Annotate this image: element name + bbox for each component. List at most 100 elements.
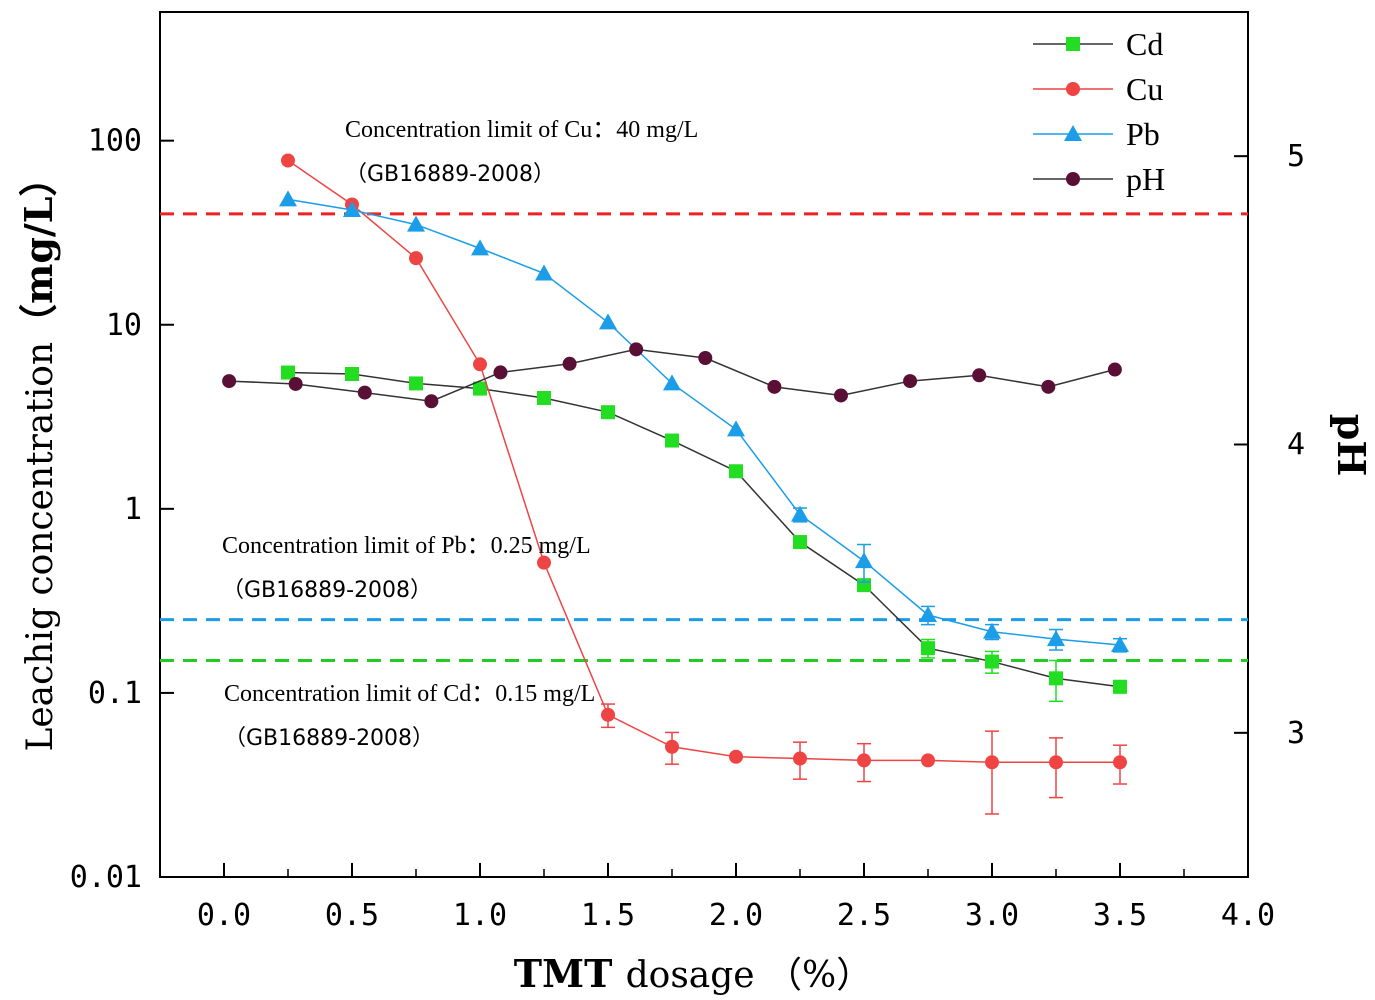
x-axis-title-unit: dosage （%） xyxy=(626,955,873,996)
data-point-cu xyxy=(985,755,999,770)
data-point-pb xyxy=(535,264,553,281)
data-point-ph xyxy=(562,356,577,371)
y-left-tick-label: 100 xyxy=(88,124,142,159)
y-right-tick-label: 3 xyxy=(1287,716,1305,751)
legend-label-cd: Cd xyxy=(1126,26,1163,62)
data-point-ph xyxy=(1041,379,1056,394)
data-point-ph xyxy=(698,351,713,365)
y-axis-right: 3 4 5 pH xyxy=(1234,139,1374,751)
data-point-cd xyxy=(1049,671,1063,686)
data-point-cd xyxy=(985,654,999,669)
data-point-cd xyxy=(473,381,487,396)
data-point-ph xyxy=(493,365,508,380)
data-point-cd xyxy=(601,405,615,420)
legend-marker-ph xyxy=(1066,172,1080,186)
data-point-cd xyxy=(793,535,807,550)
data-point-ph xyxy=(767,379,782,394)
series-pb xyxy=(279,190,1129,653)
y-left-tick-label: 1 xyxy=(124,492,142,527)
annotation-pb-standard: （GB16889-2008） xyxy=(222,578,432,603)
data-point-ph xyxy=(629,342,644,357)
data-point-cd xyxy=(409,376,423,391)
annotation-pb-limit: Concentration limit of Pb：0.25 mg/L xyxy=(222,533,591,559)
data-point-ph xyxy=(357,385,372,400)
y-right-tick-label: 4 xyxy=(1287,428,1305,463)
series-ph xyxy=(222,342,1122,409)
series-line-cu xyxy=(287,159,1120,764)
y-left-tick-label: 10 xyxy=(106,308,142,343)
data-point-cu xyxy=(1113,755,1127,770)
data-point-ph xyxy=(903,374,918,389)
legend-marker-pb xyxy=(1064,125,1082,141)
legend-label-ph: pH xyxy=(1126,161,1165,197)
x-tick-label: 3.5 xyxy=(1093,898,1147,933)
series-line-cd xyxy=(287,371,1121,688)
data-point-pb xyxy=(1047,630,1065,647)
data-point-ph xyxy=(833,388,848,403)
annotation-cu-standard: （GB16889-2008） xyxy=(345,162,555,187)
data-point-ph xyxy=(1107,362,1122,377)
legend: Cd Cu Pb pH xyxy=(1033,26,1165,197)
series-cd xyxy=(281,365,1127,703)
data-point-ph xyxy=(972,368,987,383)
data-point-cu xyxy=(281,153,295,168)
data-point-pb xyxy=(599,313,617,330)
data-point-pb xyxy=(727,420,745,437)
y-axis-left: 0.01 0.1 1 10 100 Leachig concentration（mg/L） xyxy=(16,124,174,895)
data-point-cu xyxy=(601,707,615,722)
legend-label-cu: Cu xyxy=(1126,71,1163,107)
series-line-pb xyxy=(287,198,1121,646)
y-right-tick-label: 5 xyxy=(1287,139,1305,174)
data-point-pb xyxy=(471,239,489,256)
legend-marker-cu xyxy=(1066,82,1080,96)
y-left-axis-title-main: Leachig concentration xyxy=(20,342,61,752)
data-point-cd xyxy=(281,365,295,380)
annotation-cu-limit: Concentration limit of Cu：40 mg/L xyxy=(345,117,698,143)
data-point-pb xyxy=(791,505,809,522)
x-tick-label: 1.0 xyxy=(453,898,507,933)
data-point-pb xyxy=(663,374,681,391)
data-point-cd xyxy=(1113,679,1127,694)
legend-marker-cd xyxy=(1066,37,1080,51)
x-tick-label: 4.0 xyxy=(1221,898,1275,933)
y-left-tick-label: 0.01 xyxy=(70,860,142,895)
data-point-cu xyxy=(1049,755,1063,770)
x-tick-label: 2.0 xyxy=(709,898,763,933)
legend-label-pb: Pb xyxy=(1126,116,1160,152)
data-point-cd xyxy=(345,367,359,382)
annotation-cd-limit: Concentration limit of Cd：0.15 mg/L xyxy=(224,681,595,707)
annotation-cd-standard: （GB16889-2008） xyxy=(224,726,434,751)
x-axis-title: TMT dosage （%） xyxy=(514,951,873,996)
data-point-pb xyxy=(407,215,425,232)
data-point-pb xyxy=(919,606,937,623)
data-point-cu xyxy=(665,739,679,754)
data-point-cu xyxy=(537,555,551,570)
data-point-cu xyxy=(921,753,935,768)
y-left-axis-title: Leachig concentration（mg/L） xyxy=(16,158,61,751)
data-point-pb xyxy=(343,201,361,218)
data-point-cu xyxy=(473,357,487,372)
x-tick-label: 2.5 xyxy=(837,898,891,933)
data-point-cu xyxy=(793,751,807,766)
data-point-cu xyxy=(729,749,743,764)
data-point-cd xyxy=(537,391,551,406)
x-tick-label: 0.0 xyxy=(197,898,251,933)
data-point-pb xyxy=(983,622,1001,639)
data-point-pb xyxy=(855,552,873,569)
data-point-ph xyxy=(288,376,303,391)
data-point-ph xyxy=(222,374,237,389)
data-point-cu xyxy=(857,753,871,768)
x-tick-label: 0.5 xyxy=(325,898,379,933)
x-tick-label: 1.5 xyxy=(581,898,635,933)
data-point-cd xyxy=(729,464,743,479)
y-right-axis-title: pH xyxy=(1329,414,1374,476)
y-left-tick-label: 0.1 xyxy=(88,676,142,711)
y-left-axis-title-unit: （mg/L） xyxy=(16,158,61,341)
data-point-cd xyxy=(665,433,679,448)
data-point-ph xyxy=(424,394,439,409)
series-line-ph xyxy=(229,348,1116,403)
x-axis-title-main: TMT xyxy=(514,951,626,996)
data-point-pb xyxy=(1111,636,1129,653)
data-point-cd xyxy=(921,641,935,656)
